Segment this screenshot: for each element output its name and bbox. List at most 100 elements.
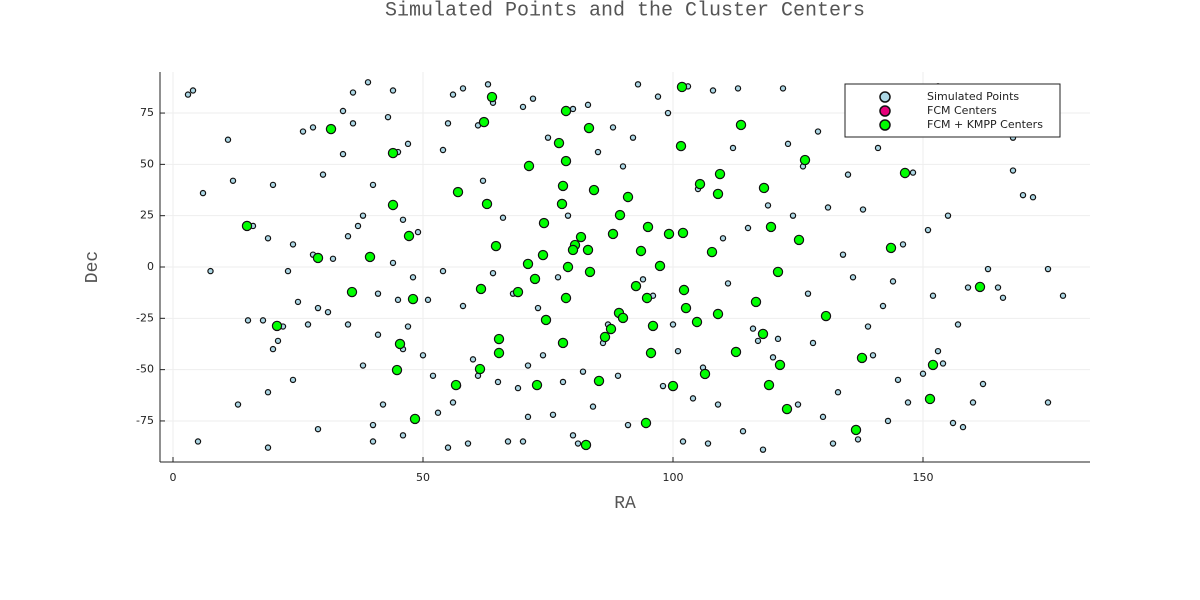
point: [469, 356, 477, 363]
point: [677, 227, 689, 239]
legend-marker: [879, 91, 891, 103]
y-tick-label: 75: [140, 106, 154, 119]
point: [850, 424, 862, 436]
point: [714, 401, 722, 408]
point: [519, 438, 527, 445]
legend-label: Simulated Points: [927, 90, 1019, 103]
point: [404, 323, 412, 330]
point: [769, 354, 777, 361]
point: [774, 359, 786, 371]
point: [614, 372, 622, 379]
point: [549, 411, 557, 418]
point: [374, 331, 382, 338]
point: [735, 119, 747, 131]
point: [624, 421, 632, 429]
point: [739, 428, 747, 435]
point: [599, 331, 611, 343]
point: [524, 413, 532, 421]
point: [899, 167, 911, 179]
point: [879, 302, 887, 310]
point: [364, 251, 376, 263]
point: [339, 150, 347, 158]
point: [539, 352, 547, 359]
point: [389, 259, 397, 267]
point: [639, 276, 647, 283]
point: [641, 292, 653, 304]
point: [1059, 292, 1067, 299]
point: [269, 181, 277, 189]
point: [734, 85, 742, 92]
point: [909, 169, 917, 176]
point: [284, 267, 292, 275]
point: [844, 171, 852, 178]
point: [579, 368, 587, 375]
point: [325, 123, 337, 135]
point: [294, 298, 302, 306]
point: [522, 258, 534, 270]
point: [784, 140, 792, 148]
point: [583, 122, 595, 134]
point: [484, 81, 492, 88]
point: [452, 186, 464, 198]
point: [389, 87, 397, 94]
point: [289, 376, 297, 384]
point: [663, 228, 675, 240]
point: [312, 252, 324, 264]
point: [244, 317, 252, 324]
point: [874, 144, 882, 152]
point: [864, 323, 872, 330]
x-axis-label: RA: [614, 494, 636, 514]
point: [459, 85, 467, 92]
point: [194, 438, 202, 445]
point: [781, 403, 793, 415]
point: [754, 337, 762, 345]
point: [271, 320, 283, 332]
point: [640, 417, 652, 429]
point: [757, 328, 769, 340]
point: [374, 290, 382, 297]
point: [589, 403, 597, 410]
point: [954, 321, 962, 328]
legend-marker: [879, 119, 891, 131]
point: [984, 265, 992, 273]
point: [486, 91, 498, 103]
point: [199, 189, 207, 197]
point: [814, 128, 822, 135]
point: [299, 128, 307, 135]
point: [669, 321, 677, 328]
point: [304, 321, 312, 328]
point: [642, 221, 654, 233]
point: [449, 399, 457, 406]
point: [538, 217, 550, 229]
y-tick-label: -25: [136, 311, 154, 324]
point: [1009, 167, 1017, 174]
point: [619, 163, 627, 170]
y-tick-label: -75: [136, 414, 154, 427]
point: [234, 401, 242, 408]
chart-title: Simulated Points and the Cluster Centers: [385, 0, 865, 22]
point: [544, 134, 552, 141]
point: [556, 198, 568, 210]
point: [929, 292, 937, 299]
point: [1044, 265, 1052, 273]
point: [519, 103, 527, 111]
point: [712, 308, 724, 320]
point: [804, 290, 812, 297]
x-tick-label: 150: [913, 471, 934, 484]
point: [820, 310, 832, 322]
point: [582, 244, 594, 256]
point: [394, 338, 406, 350]
x-tick-label: 50: [416, 471, 430, 484]
point: [560, 292, 572, 304]
point: [364, 79, 372, 86]
point: [464, 440, 472, 447]
point: [944, 212, 952, 219]
point: [605, 323, 617, 335]
point: [927, 359, 939, 371]
point: [329, 255, 337, 262]
point: [289, 241, 297, 248]
point: [494, 378, 502, 386]
point: [557, 180, 569, 192]
point: [849, 274, 857, 281]
point: [694, 178, 706, 190]
